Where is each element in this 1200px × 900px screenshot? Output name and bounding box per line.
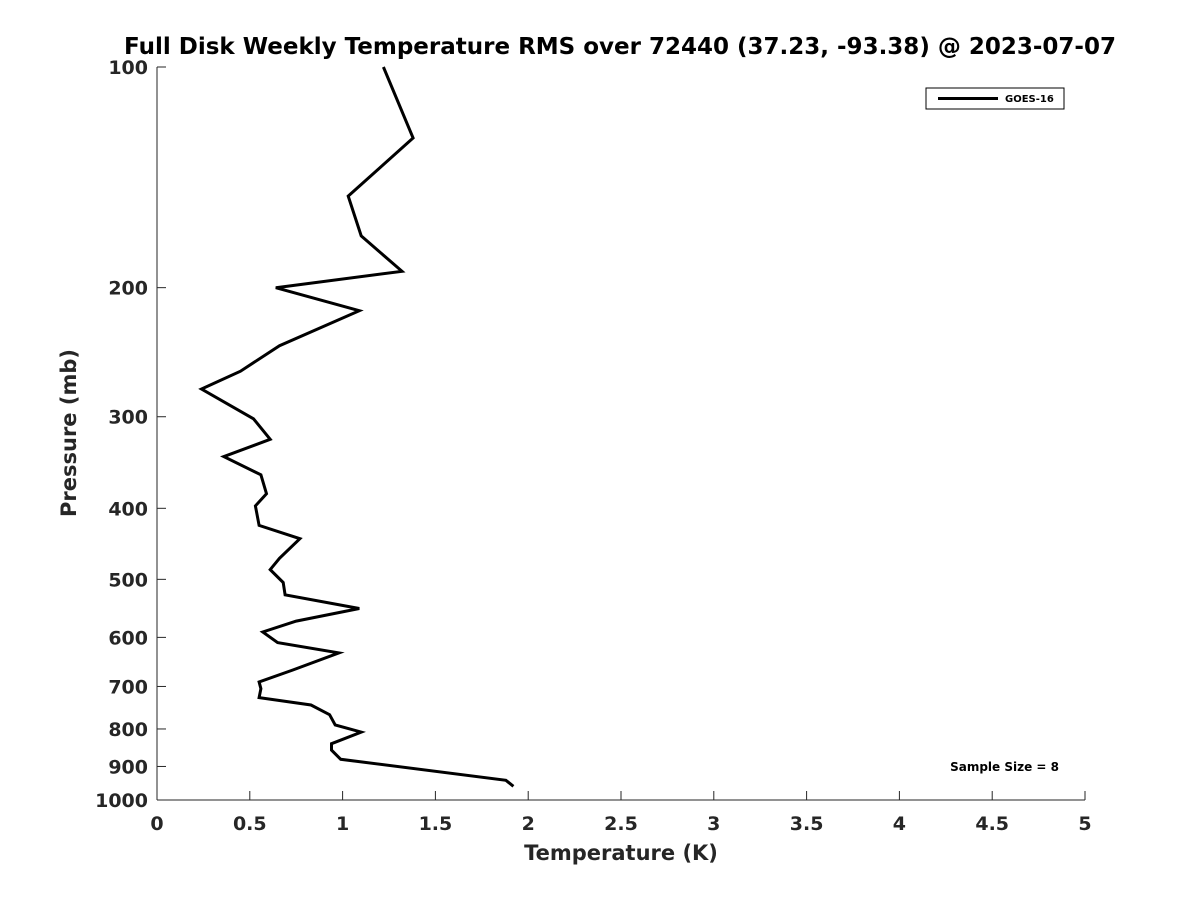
- x-tick-label: 4: [893, 813, 906, 835]
- legend-entry-label: GOES-16: [1005, 94, 1054, 105]
- x-axis-label: Temperature (K): [524, 841, 718, 865]
- plot-area: [157, 67, 1085, 800]
- y-tick-label: 900: [108, 756, 148, 778]
- y-tick-label: 600: [108, 627, 148, 649]
- x-tick-label: 5: [1078, 813, 1091, 835]
- x-tick-label: 3: [707, 813, 720, 835]
- x-tick-label: 0: [150, 813, 163, 835]
- series-line-goes-16: [198, 66, 515, 788]
- y-tick-label: 200: [108, 278, 148, 300]
- y-tick-label: 100: [108, 57, 148, 79]
- sample-size-annotation: Sample Size = 8: [950, 760, 1059, 774]
- y-tick-label: 400: [108, 498, 148, 520]
- x-tick-label: 1: [336, 813, 349, 835]
- x-tick-label: 3.5: [790, 813, 824, 835]
- series-layer: [198, 66, 515, 788]
- y-tick-label: 500: [108, 569, 148, 591]
- x-tick-label: 0.5: [233, 813, 267, 835]
- x-tick-label: 1.5: [419, 813, 453, 835]
- legend: GOES-16: [925, 87, 1065, 110]
- chart-title: Full Disk Weekly Temperature RMS over 72…: [124, 34, 1116, 60]
- y-tick-label: 700: [108, 676, 148, 698]
- y-axis-label: Pressure (mb): [57, 349, 81, 517]
- y-tick-label: 800: [108, 719, 148, 741]
- y-axis-ticks: 100 200 300 400 500 600 700 800 900 1000: [95, 57, 166, 812]
- x-tick-label: 2.5: [604, 813, 638, 835]
- x-tick-label: 4.5: [975, 813, 1009, 835]
- x-tick-label: 2: [522, 813, 535, 835]
- x-axis-ticks: 0 0.5 1 1.5 2 2.5 3 3.5 4 4.5 5: [150, 791, 1092, 835]
- y-tick-label: 300: [108, 407, 148, 429]
- y-tick-label: 1000: [95, 790, 148, 812]
